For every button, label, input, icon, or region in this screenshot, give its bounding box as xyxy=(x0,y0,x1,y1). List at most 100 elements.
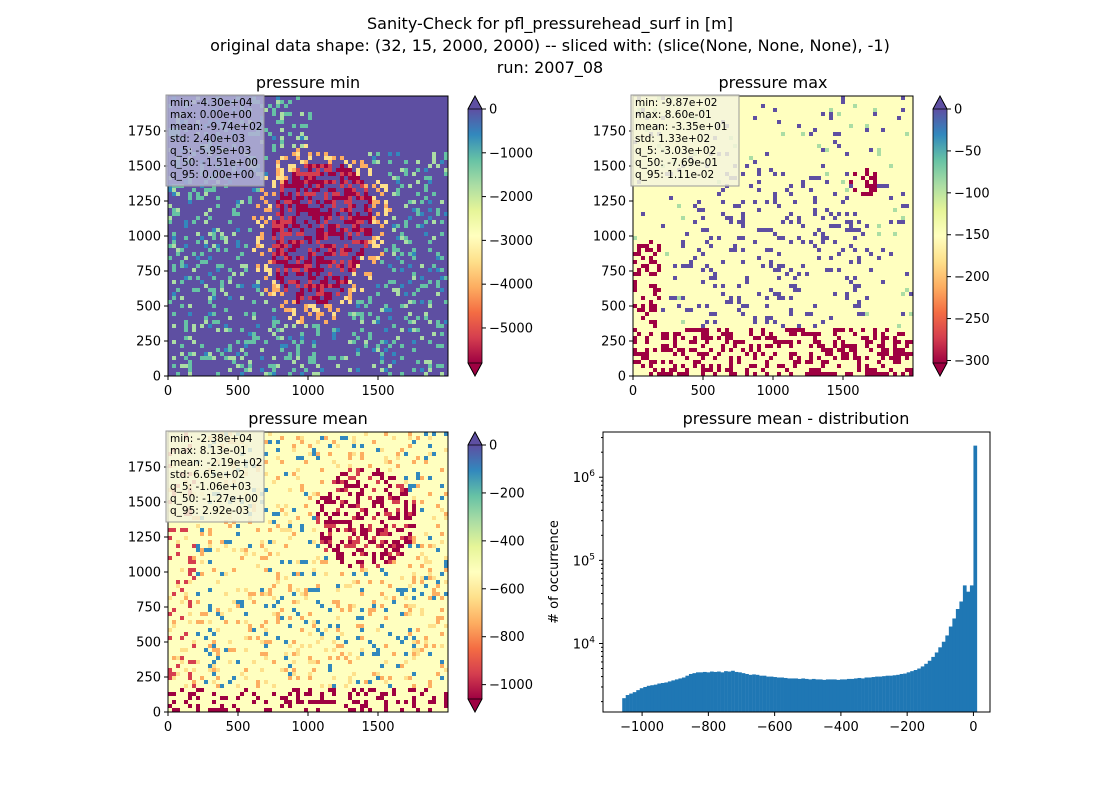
histogram-bar xyxy=(896,674,900,712)
y-tick-label: 750 xyxy=(136,265,161,280)
histogram-bar xyxy=(931,656,935,712)
stats-line: q_95: 2.92e-03 xyxy=(170,505,249,517)
stats-line: std: 1.33e+02 xyxy=(635,133,710,145)
panel-title: pressure mean - distribution xyxy=(683,409,910,428)
histogram-bar xyxy=(966,591,971,712)
histogram-bar xyxy=(766,676,770,712)
histogram-bar xyxy=(752,674,756,712)
histogram-bar xyxy=(762,675,767,712)
x-axis: 0 500 1000 1500 xyxy=(629,376,860,399)
histogram-bar xyxy=(653,684,658,712)
x-tick-label: 500 xyxy=(226,384,251,399)
histogram-bar xyxy=(906,672,911,712)
y-tick-label: 105 xyxy=(573,552,595,569)
colorbar-tick-label: −400 xyxy=(489,534,525,549)
histogram-bar xyxy=(962,585,967,712)
colorbar-tick-label: −1000 xyxy=(489,678,533,693)
histogram-bar xyxy=(646,685,651,712)
histogram-bar xyxy=(959,601,964,712)
histogram-bar xyxy=(955,609,960,712)
colorbar-tick-label: 0 xyxy=(489,103,497,118)
panel-pressure-mean: pressure mean 0 500 1000 1500 0 250 500 750 100… xyxy=(128,409,533,735)
histogram-bar xyxy=(941,641,946,712)
histogram-bar xyxy=(720,672,725,712)
histogram-bar xyxy=(783,677,788,712)
x-tick-label: 1000 xyxy=(756,384,789,399)
figure-title: Sanity-Check for pfl_pressurehead_surf i… xyxy=(210,14,890,78)
y-tick-label: 0 xyxy=(618,370,626,385)
colorbar-tick-label: −150 xyxy=(954,228,990,243)
stats-box-background xyxy=(630,94,740,187)
stats-line: q_50: -1.27e+00 xyxy=(170,493,258,505)
heatmap-cells xyxy=(168,468,448,712)
histogram-bar xyxy=(625,695,630,712)
panel-pressure-max: pressure max 0 500 1000 1500 0 250 500 750 1000… xyxy=(593,73,990,399)
x-tick-label: 1000 xyxy=(291,720,324,735)
colorbar-tick-label: −3000 xyxy=(489,234,533,249)
stats-line: q_50: -7.69e-01 xyxy=(635,157,718,169)
histogram-bar xyxy=(927,660,932,712)
histogram-bar xyxy=(854,678,858,712)
histogram-bar xyxy=(808,679,813,712)
colorbar: 0 −50 −100 −150 −200 −250 −300 xyxy=(932,95,990,377)
stats-box: min: -9.87e+02 max: 8.60e-01 mean: -3.35… xyxy=(630,94,740,187)
histogram-bar xyxy=(780,677,784,712)
histogram-bar xyxy=(899,673,904,712)
heatmap-cells xyxy=(168,432,416,688)
colorbar-tick-label: −2000 xyxy=(489,190,533,205)
y-tick-label: 1000 xyxy=(128,566,161,581)
histogram-bar xyxy=(622,698,626,712)
histogram-bar xyxy=(695,672,700,712)
histogram-bar xyxy=(801,678,806,712)
stats-line: q_5: -5.95e+03 xyxy=(170,145,251,157)
histogram-bar xyxy=(745,673,749,712)
y-tick-label: 250 xyxy=(136,671,161,686)
histogram-bar xyxy=(692,673,697,712)
colorbar-extend-top xyxy=(467,95,483,110)
y-tick-label: 500 xyxy=(136,636,161,651)
y-tick-label: 750 xyxy=(136,601,161,616)
stats-box: min: -2.38e+04 max: 8.13e-01 mean: -2.19… xyxy=(165,430,265,523)
histogram-bar xyxy=(790,678,795,712)
stats-line: max: 8.60e-01 xyxy=(635,109,712,121)
histogram-bar xyxy=(829,679,834,712)
histogram-bar xyxy=(892,675,897,712)
colorbar: 0 −1000 −2000 −3000 −4000 −5000 xyxy=(467,95,533,377)
y-tick-label: 250 xyxy=(601,335,626,350)
histogram-bar xyxy=(889,675,893,712)
x-tick-label: 500 xyxy=(226,720,251,735)
histogram-bar xyxy=(738,672,742,712)
y-axis: 0 250 500 750 1000 1250 1500 1750 xyxy=(593,125,633,385)
stats-line: mean: -2.19e+02 xyxy=(170,457,262,469)
histogram-bar xyxy=(920,666,925,712)
stats-line: min: -2.38e+04 xyxy=(170,433,253,445)
colorbar-tick-label: −800 xyxy=(489,630,525,645)
histogram-bar xyxy=(825,679,830,712)
y-tick-label: 1500 xyxy=(128,160,161,175)
histogram-bar xyxy=(818,679,823,712)
colorbar-tick-label: 0 xyxy=(489,439,497,454)
histogram-bar xyxy=(938,647,943,712)
histogram-bar xyxy=(724,671,728,712)
histogram-bar xyxy=(811,678,816,712)
histogram-bar xyxy=(952,618,957,712)
colorbar-tick-label: −4000 xyxy=(489,278,533,293)
colorbar-tick-label: −200 xyxy=(489,486,525,501)
panel-title: pressure min xyxy=(256,73,360,92)
histogram-bar xyxy=(629,693,633,712)
stats-line: q_50: -1.51e+00 xyxy=(170,157,258,169)
histogram-bar xyxy=(794,678,799,712)
y-tick-label: 250 xyxy=(136,335,161,350)
histogram-bar xyxy=(713,671,718,712)
colorbar-tick-label: −1000 xyxy=(489,146,533,161)
x-tick-label: 0 xyxy=(629,384,637,399)
axes-frame xyxy=(602,431,991,713)
y-tick-label: 104 xyxy=(573,636,596,653)
histogram-bar xyxy=(846,678,851,712)
colorbar-ticks: 0 −200 −400 −600 −800 −1000 xyxy=(482,439,533,693)
stats-line: min: -4.30e+04 xyxy=(170,97,253,109)
y-tick-label: 1500 xyxy=(128,496,161,511)
stats-line: std: 6.65e+02 xyxy=(170,469,245,481)
histogram-bar xyxy=(969,585,974,712)
histogram-bar xyxy=(917,668,921,712)
